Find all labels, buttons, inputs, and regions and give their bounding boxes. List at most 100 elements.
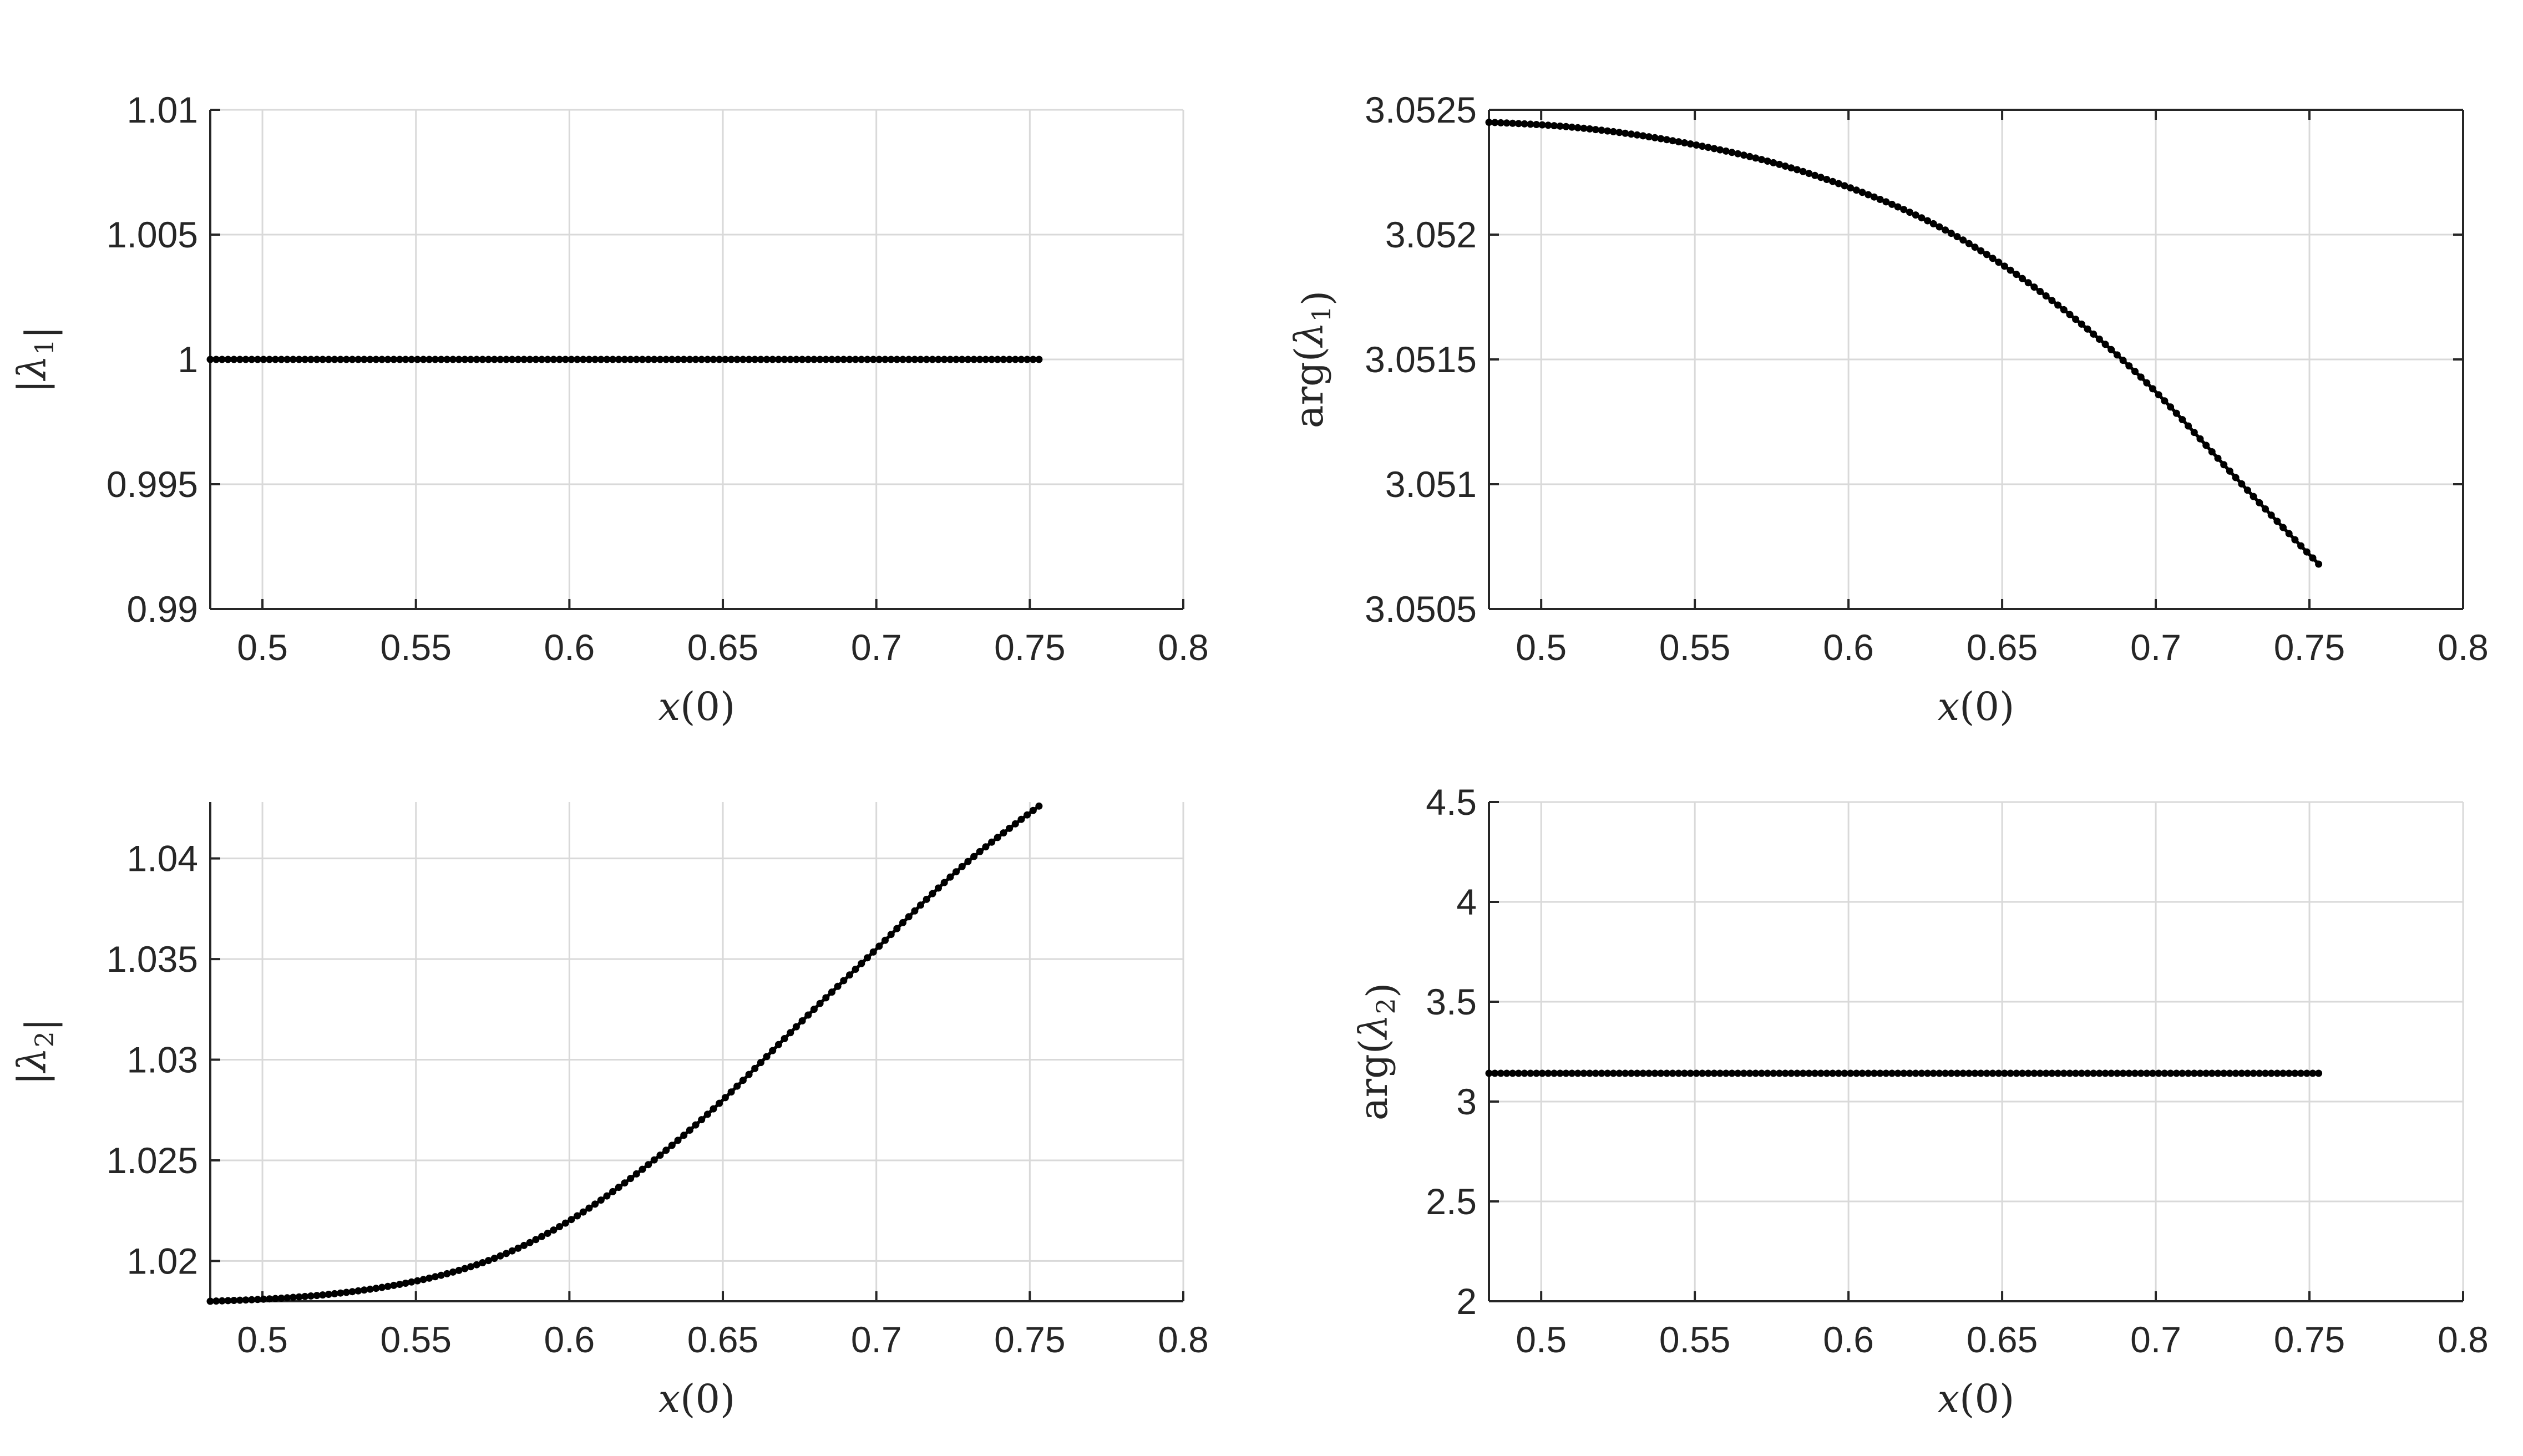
- y-tick-label: 1.03: [127, 1039, 198, 1080]
- data-point: [2084, 325, 2091, 333]
- data-point: [1817, 1069, 1825, 1077]
- data-point: [2107, 1069, 2115, 1077]
- data-point: [958, 356, 966, 363]
- data-point: [1485, 1069, 1493, 1077]
- data-point: [396, 356, 403, 363]
- data-point: [2060, 1069, 2068, 1077]
- data-point: [2262, 1069, 2269, 1077]
- data-point: [2196, 1069, 2204, 1077]
- data-point: [1805, 170, 1813, 177]
- data-point: [556, 1223, 564, 1230]
- data-point: [390, 356, 398, 363]
- data-point: [1497, 119, 1504, 126]
- data-point: [1514, 120, 1522, 128]
- data-point: [419, 1276, 427, 1283]
- data-point: [354, 356, 362, 363]
- data-point: [2250, 493, 2257, 500]
- data-point: [485, 356, 492, 363]
- data-point: [615, 1184, 622, 1191]
- data-point: [1609, 128, 1617, 135]
- data-point: [869, 948, 877, 956]
- data-point: [319, 1291, 327, 1299]
- data-point: [2030, 283, 2038, 291]
- data-point: [1870, 193, 1878, 201]
- subplot-arg-lambda2: 0.5 0.55 0.6 0.65 0.7 0.75 0.8 2 2.5 3 3.5 4 4.5 x(0)…: [1351, 782, 2489, 1422]
- data-point: [1852, 1069, 1860, 1077]
- data-point: [792, 356, 800, 363]
- data-point: [390, 1281, 398, 1289]
- data-point: [816, 1000, 824, 1007]
- data-point: [1716, 146, 1724, 154]
- x-tick-label: 0.75: [994, 1319, 1065, 1360]
- data-point: [2042, 1069, 2050, 1077]
- data-point: [958, 863, 966, 870]
- data-point: [834, 356, 842, 363]
- data-point: [1823, 176, 1831, 183]
- data-point: [354, 1287, 362, 1295]
- data-point: [1029, 806, 1037, 814]
- data-point: [810, 1006, 818, 1013]
- data-point: [248, 356, 256, 363]
- data-point: [1663, 136, 1670, 144]
- data-point: [1740, 1069, 1747, 1077]
- data-point: [467, 356, 474, 363]
- data-point: [1918, 214, 1926, 222]
- data-point: [2238, 480, 2246, 488]
- data-point: [1942, 1069, 1949, 1077]
- data-point: [206, 356, 214, 363]
- data-point: [1876, 1069, 1884, 1077]
- data-point: [1675, 1069, 1683, 1077]
- data-point: [1799, 1069, 1807, 1077]
- data-point: [2149, 385, 2156, 393]
- data-point: [822, 994, 830, 1002]
- y-tick-label: 3.052: [1385, 214, 1477, 255]
- data-point: [2273, 1069, 2281, 1077]
- data-point: [461, 1265, 469, 1272]
- data-point: [2131, 1069, 2139, 1077]
- data-point: [1568, 123, 1576, 131]
- data-point: [1847, 184, 1855, 192]
- data-point: [946, 873, 954, 881]
- data-point: [994, 834, 1001, 841]
- data-point: [627, 1175, 635, 1183]
- data-point: [929, 356, 936, 363]
- data-point: [632, 356, 640, 363]
- data-point: [1681, 139, 1688, 146]
- data-point: [953, 356, 960, 363]
- data-point: [935, 884, 942, 892]
- data-point: [804, 356, 812, 363]
- data-point: [1544, 121, 1552, 129]
- data-point: [1592, 126, 1599, 134]
- data-point: [1770, 159, 1777, 166]
- data-point: [1852, 186, 1860, 194]
- data-point: [1799, 168, 1807, 175]
- data-point: [331, 1290, 338, 1297]
- data-point: [1000, 829, 1007, 837]
- data-point: [2019, 1069, 2026, 1077]
- data-point: [727, 1088, 735, 1096]
- data-point: [402, 1280, 409, 1287]
- data-point: [2119, 357, 2127, 364]
- data-point: [2101, 341, 2109, 348]
- data-point: [1716, 1069, 1724, 1077]
- data-point: [384, 1282, 392, 1290]
- data-point: [1746, 1069, 1754, 1077]
- data-point: [1752, 154, 1760, 162]
- data-point: [2196, 435, 2204, 443]
- x-tick-label: 0.5: [237, 627, 288, 668]
- data-point: [479, 1259, 487, 1266]
- data-point: [585, 356, 593, 363]
- data-point: [2243, 486, 2251, 494]
- data-point: [716, 356, 723, 363]
- data-point: [988, 356, 996, 363]
- data-point: [692, 1121, 700, 1129]
- data-point: [1693, 1069, 1700, 1077]
- data-point: [372, 356, 380, 363]
- data-point: [1971, 1069, 1979, 1077]
- data-point: [1728, 149, 1736, 156]
- data-point: [1929, 1069, 1937, 1077]
- y-tick-label: 1.005: [107, 214, 198, 255]
- data-point: [2078, 1069, 2085, 1077]
- data-point: [591, 1200, 599, 1208]
- data-point: [1006, 356, 1014, 363]
